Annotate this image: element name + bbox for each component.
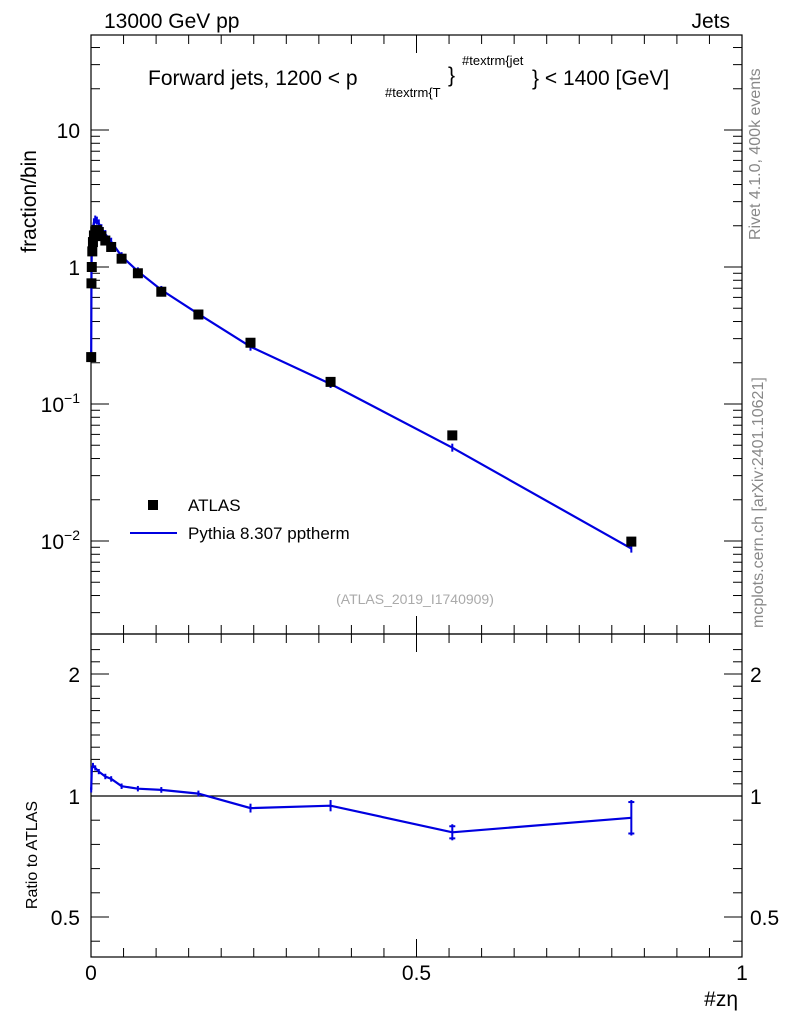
atlas-data-point (87, 246, 98, 257)
atlas-data-point (86, 278, 97, 289)
x-tick-label: 0 (85, 962, 97, 985)
legend-data-label: ATLAS (188, 496, 241, 515)
header-energy-label: 13000 GeV pp (104, 10, 239, 33)
ratio-y-axis-label: Ratio to ATLAS (24, 801, 41, 909)
main-axis-ticks (90, 35, 743, 634)
atlas-data-point (193, 309, 204, 320)
ratio-y-tick-label-right: 1 (750, 786, 762, 809)
main-y-tick-label: 10 (57, 120, 80, 143)
ratio-y-tick-label-left: 2 (68, 664, 80, 687)
ratio-y-tick-label-left: 1 (68, 786, 80, 809)
ratio-series-group (90, 762, 635, 841)
main-y-tick-label: 10−1 (41, 390, 81, 417)
x-tick-labels: 0 0.5 1 (85, 962, 748, 985)
legend-data-marker (148, 500, 158, 510)
data-series-group (86, 225, 637, 547)
mc-series-group (90, 215, 633, 553)
rivet-version-label: Rivet 4.1.0, 400k events (747, 68, 764, 240)
main-y-tick-labels: 10 1 10−1 10−2 (41, 120, 81, 554)
ratio-y-tick-label-right: 0.5 (750, 907, 779, 930)
main-y-axis-label: fraction/bin (18, 150, 41, 253)
ratio-y-tick-label-left: 0.5 (51, 907, 80, 930)
ratio-y-tick-labels: 2 2 1 1 0.5 0.5 (51, 664, 779, 930)
header-process-label: Jets (691, 10, 730, 33)
atlas-data-point (245, 337, 256, 348)
main-title-brace: } (448, 64, 455, 87)
x-axis-label: #zη (704, 988, 738, 1011)
atlas-data-point (87, 237, 98, 248)
legend: ATLAS Pythia 8.307 pptherm (130, 496, 350, 543)
atlas-data-point (325, 376, 336, 387)
atlas-data-point (447, 430, 458, 441)
atlas-data-point (100, 235, 111, 246)
atlas-data-point (116, 253, 127, 264)
main-title: Forward jets, 1200 < p #textrm{T } #text… (148, 53, 669, 100)
x-tick-label: 0.5 (402, 962, 431, 985)
main-title-text: Forward jets, 1200 < p (148, 67, 358, 90)
main-title-tail: } < 1400 [GeV] (532, 67, 669, 90)
atlas-data-point (156, 286, 167, 297)
x-tick-label: 1 (736, 962, 748, 985)
mc-prediction-line (90, 217, 632, 550)
main-y-tick-label: 10−2 (41, 527, 81, 554)
main-y-tick-label: 1 (68, 257, 80, 280)
main-title-superscript: #textrm{jet (462, 53, 524, 68)
atlas-data-point (86, 262, 97, 272)
legend-mc-label: Pythia 8.307 pptherm (188, 524, 350, 543)
main-plot-frame (90, 34, 743, 635)
atlas-data-point (626, 536, 637, 547)
main-title-subscript: #textrm{T (385, 85, 441, 100)
ratio-y-tick-label-right: 2 (750, 664, 762, 687)
ratio-line (90, 763, 632, 834)
mcplots-source-label: mcplots.cern.ch [arXiv:2401.10621] (750, 377, 767, 628)
atlas-data-point (132, 268, 143, 279)
analysis-id-watermark: (ATLAS_2019_I1740909) (336, 591, 494, 607)
atlas-data-point (106, 241, 117, 252)
atlas-data-point (86, 352, 97, 363)
